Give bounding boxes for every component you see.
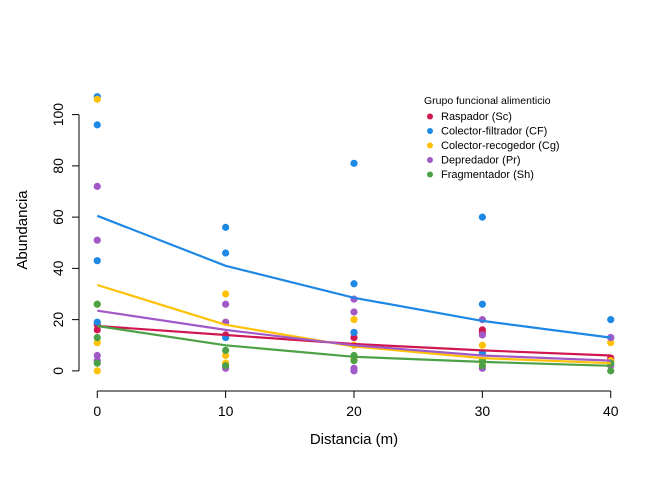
legend-marker xyxy=(427,142,433,149)
data-point xyxy=(93,351,101,360)
legend-item: Depredador (Pr) xyxy=(427,155,520,167)
data-point xyxy=(93,121,101,129)
legend-item: Colector-recogedor (Cg) xyxy=(427,140,560,152)
data-point xyxy=(222,362,230,370)
data-point xyxy=(350,280,358,288)
data-point xyxy=(93,236,101,244)
axes: 0 10 20 30 40 0 20 40 60 80 100 Distancia (m) Abu… xyxy=(14,103,619,448)
fit-line-series-3 xyxy=(96,283,611,365)
legend-item: Colector-filtrador (CF) xyxy=(427,126,547,138)
data-point xyxy=(607,333,615,342)
fit-line-series-2 xyxy=(96,214,611,339)
data-point xyxy=(222,249,230,257)
legend-marker xyxy=(427,157,433,163)
x-tick-label: 10 xyxy=(218,403,234,419)
data-point xyxy=(607,316,615,324)
data-point xyxy=(607,339,615,347)
y-tick-label: 60 xyxy=(50,209,66,225)
data-point xyxy=(93,300,101,308)
data-point xyxy=(93,367,101,375)
x-axis-title: Distancia (m) xyxy=(310,431,398,448)
fit-line-series-4 xyxy=(97,309,611,362)
data-point xyxy=(93,95,101,103)
legend-label: Colector-recogedor (Cg) xyxy=(441,140,560,152)
data-point xyxy=(93,257,101,265)
fit-line-series-1 xyxy=(97,324,611,357)
x-tick-label: 30 xyxy=(475,403,491,419)
data-point xyxy=(478,331,486,339)
data-point xyxy=(350,328,358,337)
data-point xyxy=(222,290,230,298)
data-point xyxy=(350,308,358,316)
data-point xyxy=(222,223,230,231)
x-ticks: 0 10 20 30 40 xyxy=(93,391,619,419)
legend-marker xyxy=(427,128,433,134)
data-point xyxy=(607,367,615,375)
legend-label: Fragmentador (Sh) xyxy=(441,169,534,181)
legend-items: Raspador (Sc) Colector-filtrador (CF) Cole… xyxy=(427,111,560,181)
legend-label: Depredador (Pr) xyxy=(441,155,520,167)
data-point xyxy=(350,367,358,375)
legend-label: Raspador (Sc) xyxy=(441,111,512,123)
y-axis-title: Abundancia xyxy=(14,190,31,270)
data-point xyxy=(93,326,101,334)
x-tick-label: 0 xyxy=(93,403,101,419)
legend-item: Raspador (Sc) xyxy=(427,111,512,123)
y-ticks: 0 20 40 60 80 100 xyxy=(50,103,79,375)
data-point xyxy=(350,333,358,342)
data-point xyxy=(222,300,230,308)
data-point xyxy=(93,359,101,367)
data-point xyxy=(350,159,358,167)
legend-item: Fragmentador (Sh) xyxy=(427,169,534,181)
y-tick-label: 20 xyxy=(50,312,66,328)
data-point xyxy=(222,346,230,354)
data-point xyxy=(478,213,486,221)
x-tick-label: 40 xyxy=(603,403,619,419)
data-point xyxy=(93,318,101,326)
legend-marker xyxy=(427,171,433,178)
fit-line-series-5 xyxy=(97,324,611,367)
y-tick-label: 100 xyxy=(50,103,66,127)
data-point xyxy=(478,341,486,349)
data-point xyxy=(478,300,486,308)
data-point xyxy=(350,316,358,324)
legend-marker xyxy=(427,113,433,120)
legend: Grupo funcional alimenticio Raspador (Sc… xyxy=(424,95,560,181)
y-tick-label: 0 xyxy=(50,367,66,375)
y-tick-label: 80 xyxy=(50,158,66,174)
data-point xyxy=(93,333,101,342)
legend-title: Grupo funcional alimenticio xyxy=(424,95,551,107)
data-point xyxy=(350,357,358,365)
data-point xyxy=(93,182,101,190)
x-tick-label: 20 xyxy=(346,403,362,419)
plot-area xyxy=(93,93,615,375)
data-point xyxy=(93,339,101,347)
legend-label: Colector-filtrador (CF) xyxy=(441,126,547,138)
y-tick-label: 40 xyxy=(50,260,66,276)
data-point xyxy=(478,362,486,370)
data-point xyxy=(222,351,230,360)
